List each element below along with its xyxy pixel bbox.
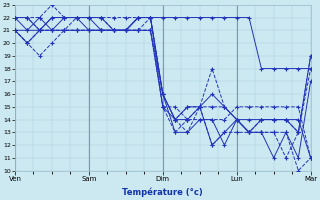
X-axis label: Température (°c): Température (°c) (123, 188, 203, 197)
